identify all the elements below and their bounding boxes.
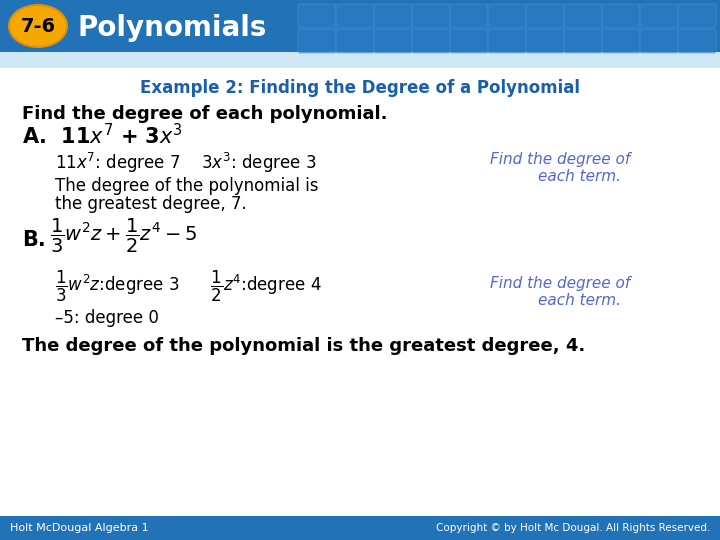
Ellipse shape: [9, 5, 67, 47]
Text: 11$x^7$: degree 7    3$x^3$: degree 3: 11$x^7$: degree 7 3$x^3$: degree 3: [55, 151, 316, 175]
FancyBboxPatch shape: [374, 4, 412, 28]
Text: The degree of the polynomial is: The degree of the polynomial is: [55, 177, 318, 195]
Bar: [0, 516, 720, 540]
FancyBboxPatch shape: [640, 29, 678, 53]
Bar: [0, 0, 720, 52]
Text: Copyright © by Holt Mc Dougal. All Rights Reserved.: Copyright © by Holt Mc Dougal. All Right…: [436, 523, 710, 533]
FancyBboxPatch shape: [488, 29, 526, 53]
Text: Holt McDougal Algebra 1: Holt McDougal Algebra 1: [10, 523, 148, 533]
Text: $\dfrac{1}{3}w^2z + \dfrac{1}{2}z^4 - 5$: $\dfrac{1}{3}w^2z + \dfrac{1}{2}z^4 - 5$: [50, 217, 197, 255]
Bar: [0, 52, 720, 68]
Text: –5: degree 0: –5: degree 0: [55, 309, 159, 327]
FancyBboxPatch shape: [678, 29, 716, 53]
Text: The degree of the polynomial is the greatest degree, 4.: The degree of the polynomial is the grea…: [22, 337, 585, 355]
FancyBboxPatch shape: [488, 4, 526, 28]
FancyBboxPatch shape: [526, 29, 564, 53]
FancyBboxPatch shape: [602, 29, 640, 53]
FancyBboxPatch shape: [526, 4, 564, 28]
FancyBboxPatch shape: [450, 4, 488, 28]
Text: $\dfrac{1}{3}w^2z$:degree 3      $\dfrac{1}{2}z^4$:degree 4: $\dfrac{1}{3}w^2z$:degree 3 $\dfrac{1}{2…: [55, 268, 322, 303]
Bar: [0, 68, 720, 516]
Text: B.: B.: [22, 230, 46, 250]
FancyBboxPatch shape: [336, 4, 374, 28]
FancyBboxPatch shape: [374, 29, 412, 53]
FancyBboxPatch shape: [564, 4, 602, 28]
Text: Polynomials: Polynomials: [78, 14, 267, 42]
Text: Find the degree of
        each term.: Find the degree of each term.: [490, 276, 630, 308]
FancyBboxPatch shape: [298, 29, 336, 53]
FancyBboxPatch shape: [602, 4, 640, 28]
FancyBboxPatch shape: [412, 29, 450, 53]
FancyBboxPatch shape: [412, 4, 450, 28]
Text: Find the degree of each polynomial.: Find the degree of each polynomial.: [22, 105, 387, 123]
FancyBboxPatch shape: [450, 29, 488, 53]
Text: A.  11$x^7$ + 3$x^3$: A. 11$x^7$ + 3$x^3$: [22, 124, 183, 149]
FancyBboxPatch shape: [298, 4, 336, 28]
Text: the greatest degree, 7.: the greatest degree, 7.: [55, 195, 247, 213]
FancyBboxPatch shape: [640, 4, 678, 28]
FancyBboxPatch shape: [336, 29, 374, 53]
Text: 7-6: 7-6: [20, 17, 55, 37]
FancyBboxPatch shape: [564, 29, 602, 53]
Text: Find the degree of
        each term.: Find the degree of each term.: [490, 152, 630, 184]
Text: Example 2: Finding the Degree of a Polynomial: Example 2: Finding the Degree of a Polyn…: [140, 79, 580, 97]
FancyBboxPatch shape: [678, 4, 716, 28]
